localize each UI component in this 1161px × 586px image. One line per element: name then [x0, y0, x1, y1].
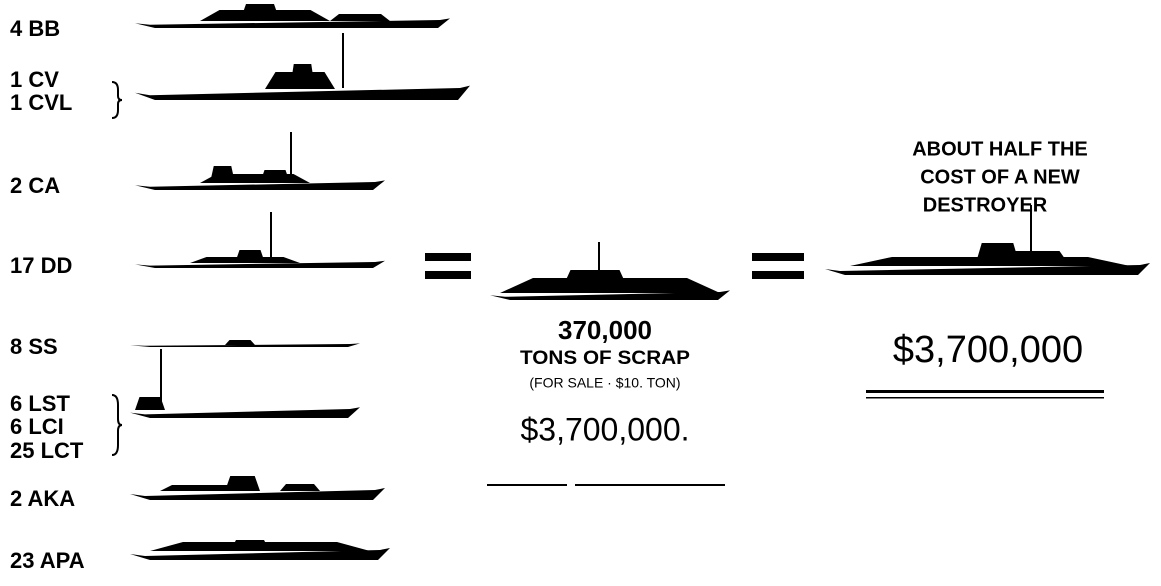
fleet-label: 6 LST	[10, 391, 70, 416]
ship-mast	[270, 212, 272, 262]
ship-superstructure	[225, 476, 260, 491]
ship-mast	[342, 33, 344, 88]
ship-mast	[290, 132, 292, 182]
fleet-label: 6 LCI	[10, 414, 64, 439]
fleet-label: 1 CV	[10, 67, 59, 92]
fleet-label: 2 AKA	[10, 486, 75, 511]
ship-superstructure	[1000, 251, 1070, 266]
fleet-label: 2 CA	[10, 173, 60, 198]
scrap-value: $3,700,000.	[520, 411, 689, 447]
ship-mast	[1030, 205, 1032, 265]
brace	[112, 82, 122, 118]
scrap-price-note: (FOR SALE · $10. TON)	[529, 375, 680, 391]
fleet-label: 23 APA	[10, 548, 85, 573]
destroyer-caption: COST OF A NEW	[920, 166, 1080, 188]
ship-superstructure	[290, 64, 315, 89]
ship-mast	[160, 349, 162, 409]
fleet-label: 17 DD	[10, 253, 72, 278]
double-underline	[866, 390, 1104, 399]
fleet-label: 25 LCT	[10, 438, 84, 463]
infographic: 370,000 TONS OF SCRAP (FOR SALE · $10. T…	[0, 0, 1161, 586]
destroyer-caption: ABOUT HALF THE	[912, 138, 1088, 160]
brace	[112, 395, 122, 455]
destroyer-value: $3,700,000	[893, 329, 1083, 371]
scrap-tons: 370,000	[558, 315, 652, 345]
ship-mast	[598, 242, 600, 292]
scrap-unit: TONS OF SCRAP	[520, 348, 690, 369]
underline	[487, 484, 725, 486]
ship-superstructure	[560, 270, 630, 293]
ship-superstructure	[330, 14, 390, 21]
ship-superstructure	[210, 166, 235, 183]
ship-superstructure	[280, 484, 320, 491]
ship-superstructure	[225, 340, 255, 345]
ship-superstructure	[235, 250, 265, 263]
fleet-label: 1 CVL	[10, 90, 72, 115]
destroyer-caption: DESTROYER	[923, 194, 1048, 216]
equals-sign	[425, 253, 471, 279]
ship-superstructure	[240, 4, 280, 21]
ship-superstructure	[230, 540, 270, 551]
fleet-label: 4 BB	[10, 16, 60, 41]
ship-superstructure	[260, 170, 290, 183]
fleet-label: 8 SS	[10, 334, 58, 359]
equals-sign	[752, 253, 804, 279]
